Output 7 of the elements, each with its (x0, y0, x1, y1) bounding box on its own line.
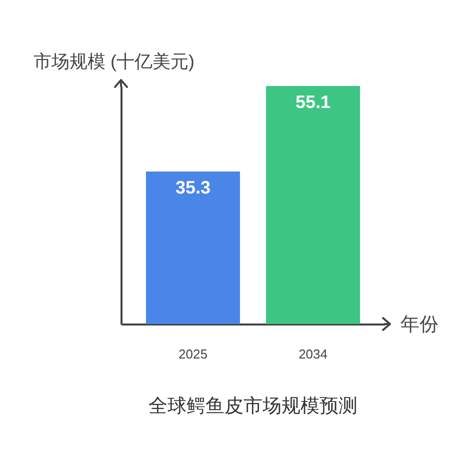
x-tick-label: 2034 (298, 346, 328, 362)
y-axis-title: 市场规模 (十亿美元) (34, 52, 194, 72)
data-label: 35.3 (175, 178, 210, 198)
x-tick-label: 2025 (178, 346, 208, 362)
x-axis-title: 年份 (400, 314, 438, 336)
data-label: 55.1 (296, 92, 331, 112)
text: 全球鳄鱼皮市场规模预测 (148, 395, 358, 417)
